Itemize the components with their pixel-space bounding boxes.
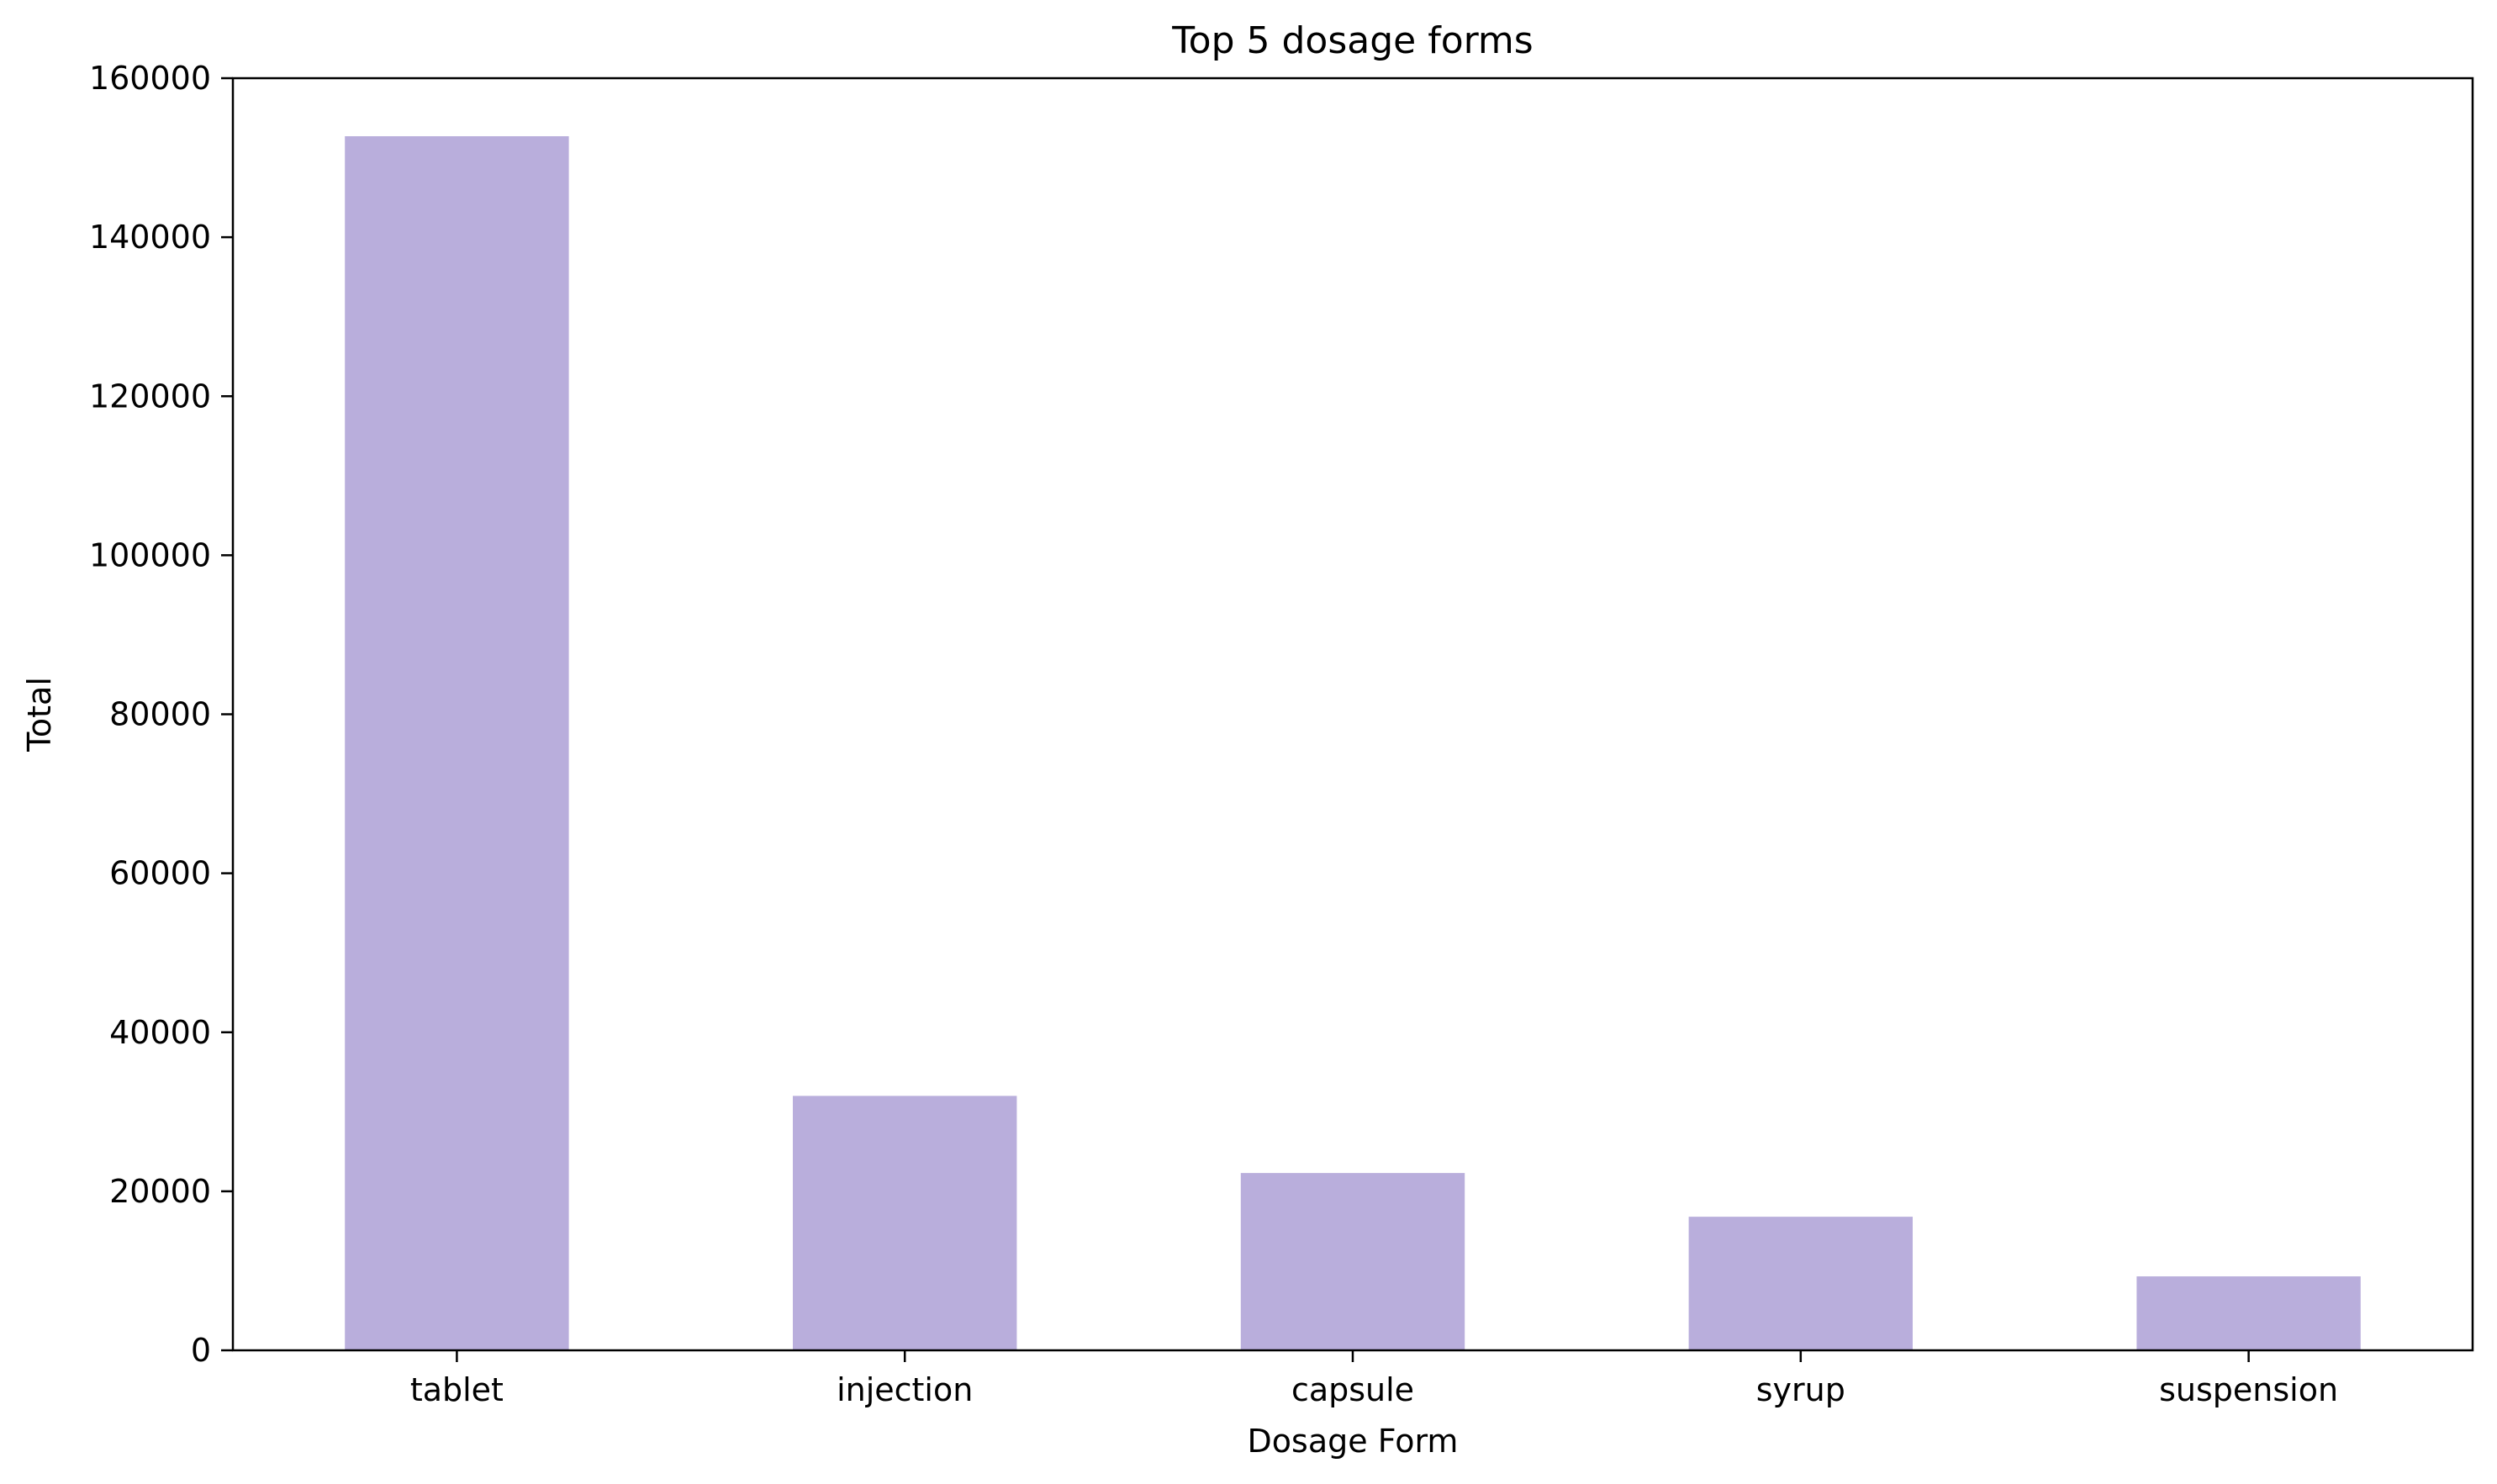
chart-title: Top 5 dosage forms [1171,19,1533,62]
y-tick-label: 120000 [89,378,211,415]
bar-suspension [2136,1276,2361,1350]
y-tick-label: 0 [191,1332,211,1369]
x-axis-label: Dosage Form [1248,1423,1459,1460]
x-tick-label-syrup: syrup [1756,1371,1845,1408]
y-tick-label: 140000 [89,219,211,256]
x-tick-label-suspension: suspension [2159,1371,2338,1408]
bar-tablet [345,136,569,1350]
y-tick-label: 80000 [109,696,211,733]
y-tick-label: 100000 [89,536,211,573]
x-axis-ticks: tablet injection capsule syrup suspension [410,1350,2338,1408]
plot-frame [231,77,2474,1352]
bar-injection [793,1096,1017,1350]
x-tick-label-tablet: tablet [410,1371,504,1408]
y-axis-label: Total [21,677,58,753]
x-tick-label-injection: injection [837,1371,973,1408]
bars-layer [345,136,2361,1350]
x-tick-label-capsule: capsule [1291,1371,1414,1408]
bar-capsule [1240,1173,1465,1350]
bar-syrup [1688,1217,1913,1350]
y-tick-label: 20000 [109,1173,211,1210]
y-tick-label: 160000 [89,60,211,97]
y-axis-ticks: 0 20000 40000 60000 80000 100000 120000 140000 1… [89,60,233,1369]
y-tick-label: 60000 [109,855,211,892]
y-tick-label: 40000 [109,1014,211,1051]
